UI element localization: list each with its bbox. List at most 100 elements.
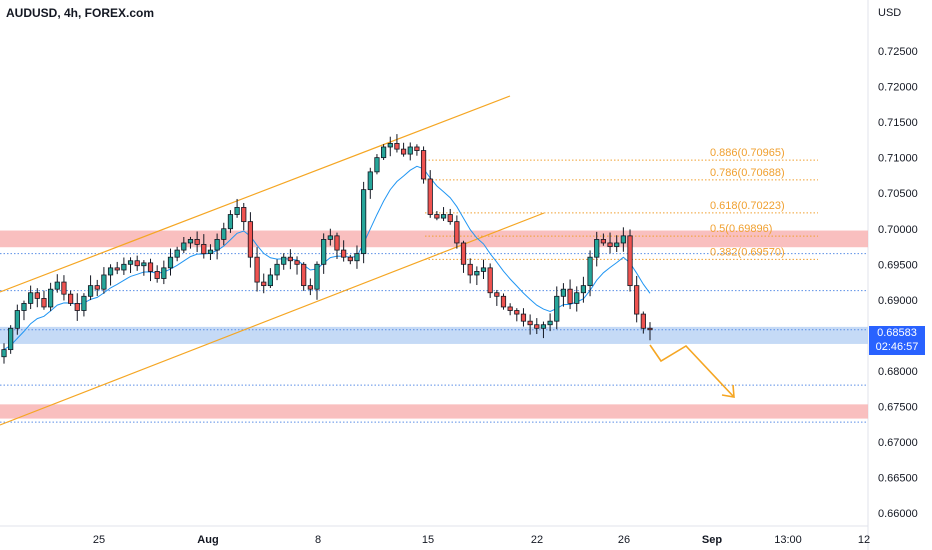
resistance-zone [0,404,868,419]
price-tick-label: 0.71500 [878,117,918,129]
bullish-candle [547,320,553,326]
bullish-candle [234,207,240,215]
bearish-candle [254,256,260,283]
bullish-candle [214,239,220,251]
bearish-candle [307,285,313,290]
bullish-candle [361,189,367,255]
fib-level-label: 0.382(0.69570) [710,246,785,258]
chart-title: AUDUSD, 4h, FOREX.com [6,6,155,20]
time-tick-label: 12 [858,534,870,546]
bullish-candle [207,249,214,255]
bullish-candle [174,249,180,258]
bearish-candle [527,320,533,326]
bullish-candle [354,253,360,262]
bearish-candle [61,281,67,295]
price-tick-label: 0.66000 [878,508,918,520]
bullish-candle [127,260,134,265]
bearish-candle [334,235,340,251]
bearish-candle [67,293,74,304]
bullish-candle [474,271,480,276]
price-tick-label: 0.67000 [878,437,918,449]
bearish-candle [600,239,606,244]
bearish-candle [94,285,100,290]
bullish-candle [21,303,27,311]
bearish-candle [460,242,467,265]
bullish-candle [187,239,194,244]
price-tick-label: 0.69000 [878,295,918,307]
bearish-candle [467,263,473,276]
bullish-candle [161,267,167,279]
bullish-candle [54,281,60,290]
countdown-label: 02:46:57 [869,340,925,355]
bearish-candle [400,148,407,155]
price-tick-label: 0.70000 [878,224,918,236]
bullish-candle [574,292,580,304]
bullish-candle [381,146,387,159]
channel-layer [0,95,545,426]
bearish-candle [414,146,420,151]
price-tick-label: 0.67500 [878,402,918,414]
dotted-levels-layer [0,253,868,423]
bearish-candle [341,249,347,258]
bullish-candle [167,256,174,269]
bullish-candle [14,310,20,329]
bearish-candle [154,271,160,279]
time-tick-label: Sep [702,534,722,546]
bullish-candle [554,295,560,322]
channel-lower-line [0,212,545,426]
bearish-candle [507,306,513,311]
time-tick-label: 15 [422,534,434,546]
bullish-candle [387,143,393,148]
bullish-candle [274,263,280,276]
bullish-candle [374,157,380,173]
bullish-candle [141,262,147,267]
price-axis-ticks: 0.72500 0.72000 0.71500 0.71000 0.70500 0.700… [878,46,918,520]
projection-arrowhead [721,384,735,398]
bearish-candle [447,214,453,223]
bearish-candle [194,239,200,245]
bearish-candle [634,285,640,315]
bearish-candle [201,243,207,255]
bearish-candle [347,256,353,262]
bearish-candle [74,303,80,311]
bullish-candle [107,267,114,276]
bullish-candle [594,239,600,258]
current-price-label: 0.68583 [869,326,925,341]
price-tick-label: 0.72500 [878,46,918,58]
bullish-candle [181,242,187,251]
fib-level-label: 0.786(0.70688) [710,167,785,179]
price-tick-label: 0.70500 [878,188,918,200]
bearish-candle [294,260,300,265]
bearish-candle [434,214,440,219]
bullish-candle [28,292,34,304]
price-tick-label: 0.66500 [878,473,918,485]
bullish-candle [101,274,107,290]
bullish-candle [267,274,273,287]
bearish-candle [494,292,500,297]
bullish-candle [227,214,234,230]
bullish-candle [614,242,620,247]
projection-layer [649,344,735,398]
fib-level-label: 0.618(0.70223) [710,200,785,212]
bearish-candle [114,267,120,271]
channel-upper-line [0,95,511,293]
bearish-candle [514,310,520,315]
bearish-candle [241,207,247,223]
ema-line [3,165,651,351]
bullish-candle [480,267,487,272]
bullish-candle [560,288,567,297]
bearish-candle [487,267,493,294]
candles-layer [1,134,653,364]
bearish-candle [627,235,633,287]
bullish-candle [440,214,447,219]
bearish-candle [420,150,427,180]
bullish-candle [587,256,593,287]
bearish-candle [247,221,254,258]
bearish-candle [301,263,307,287]
bearish-candle [500,295,507,308]
bearish-candle [640,313,646,329]
bearish-candle [287,256,293,262]
price-tick-label: 0.72000 [878,82,918,94]
time-axis-ticks: 25 Aug 8 15 22 26 Sep 13:00 12 [93,534,870,546]
